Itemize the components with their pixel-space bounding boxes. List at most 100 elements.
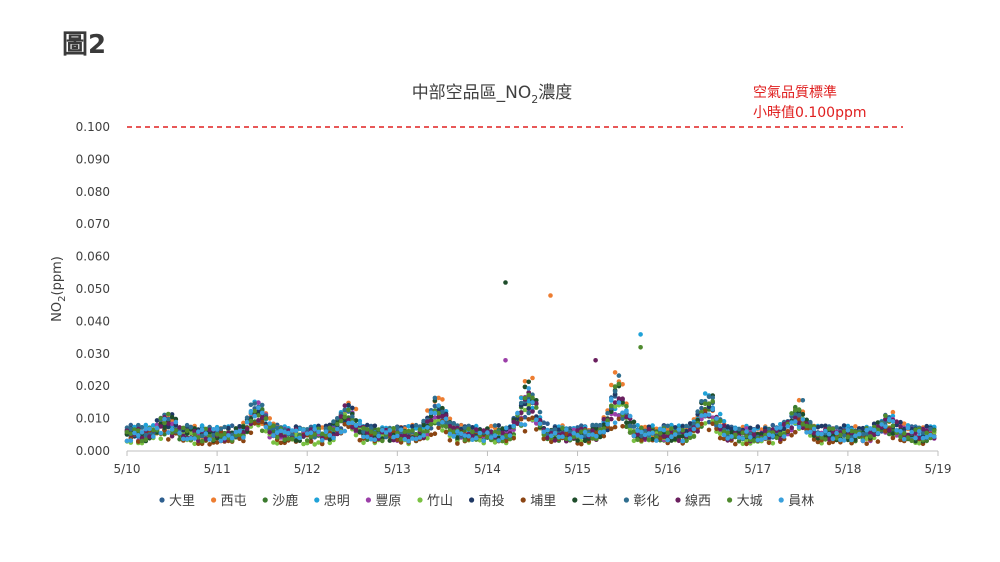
- data-point: [582, 429, 588, 435]
- data-point: [849, 428, 854, 434]
- data-point: [507, 433, 513, 438]
- data-point: [526, 392, 531, 398]
- data-point: [147, 434, 152, 439]
- data-point: [789, 420, 794, 425]
- data-point: [819, 431, 824, 437]
- data-point: [624, 414, 629, 420]
- y-tick-label: 0.030: [76, 347, 110, 361]
- data-point: [620, 382, 625, 387]
- data-point: [590, 428, 595, 433]
- legend-label: 竹山: [427, 494, 453, 509]
- data-point: [177, 430, 182, 436]
- data-point: [612, 404, 618, 409]
- data-point: [845, 423, 851, 429]
- data-point: [875, 420, 881, 425]
- legend-label: 南投: [479, 493, 505, 509]
- data-point: [823, 423, 828, 429]
- data-point: [162, 425, 167, 431]
- data-point: [214, 432, 220, 437]
- data-point: [841, 423, 847, 428]
- data-point: [691, 434, 697, 439]
- data-point: [860, 431, 866, 437]
- data-point: [402, 433, 408, 438]
- data-point: [425, 419, 430, 424]
- data-point: [451, 433, 457, 439]
- data-point: [372, 426, 378, 432]
- data-point: [154, 425, 160, 431]
- data-point: [751, 438, 757, 443]
- data-point: [398, 427, 404, 433]
- data-point: [143, 422, 149, 428]
- data-point: [774, 426, 779, 431]
- data-point: [151, 423, 156, 428]
- data-point: [304, 427, 310, 432]
- data-point: [335, 416, 340, 421]
- data-point: [477, 430, 483, 436]
- legend-label: 二林: [582, 494, 608, 509]
- data-point: [796, 417, 802, 422]
- data-point: [781, 434, 787, 439]
- legend-label: 沙鹿: [272, 493, 298, 509]
- data-point: [522, 429, 528, 434]
- data-point: [710, 395, 715, 401]
- data-point: [139, 430, 145, 435]
- data-point: [800, 411, 806, 417]
- data-point: [443, 424, 449, 429]
- data-point: [796, 420, 802, 426]
- data-point: [808, 429, 813, 435]
- data-point: [124, 429, 130, 435]
- data-point: [319, 438, 325, 443]
- data-point: [259, 419, 265, 425]
- data-point: [552, 430, 558, 436]
- data-point: [605, 418, 610, 423]
- data-point: [646, 431, 652, 436]
- data-point: [564, 427, 569, 432]
- data-point: [793, 408, 798, 413]
- data-point: [177, 436, 182, 442]
- data-point: [928, 426, 933, 432]
- data-point: [346, 420, 351, 426]
- data-point: [785, 429, 791, 434]
- data-point: [297, 435, 303, 441]
- data-point: [635, 432, 640, 437]
- data-point: [312, 432, 318, 437]
- legend-marker: [211, 497, 217, 503]
- figure-label: 圖2: [62, 30, 107, 60]
- data-point: [567, 433, 573, 438]
- data-point: [256, 405, 261, 411]
- data-point: [436, 410, 441, 416]
- data-point: [729, 434, 734, 439]
- data-point: [410, 428, 415, 433]
- data-point: [267, 424, 273, 430]
- data-point: [534, 417, 539, 423]
- data-point: [534, 427, 539, 432]
- data-point: [267, 421, 273, 426]
- data-point: [432, 419, 438, 424]
- data-point: [327, 437, 333, 442]
- data-point: [455, 429, 460, 434]
- data-point: [488, 429, 494, 435]
- x-tick-label: 5/11: [204, 462, 231, 476]
- data-point: [676, 438, 682, 443]
- data-point: [132, 427, 137, 432]
- data-point: [534, 405, 539, 410]
- data-point: [350, 420, 355, 426]
- legend: 大里 西屯 沙鹿 忠明 豐原 竹山 南投 埔里 二林 彰化 線西 大城 員林: [159, 493, 814, 509]
- data-point: [793, 429, 798, 435]
- data-point: [789, 425, 794, 431]
- data-point: [361, 434, 366, 440]
- data-point: [721, 432, 727, 438]
- data-point: [534, 401, 539, 406]
- data-point: [218, 426, 224, 432]
- data-point: [372, 437, 378, 443]
- data-point: [886, 427, 892, 433]
- data-point: [609, 382, 614, 388]
- data-point-peak: [593, 358, 598, 363]
- data-point: [590, 435, 595, 441]
- data-point: [282, 437, 288, 443]
- x-tick-label: 5/17: [744, 462, 771, 476]
- data-point: [372, 431, 378, 436]
- data-point: [650, 430, 655, 436]
- data-point: [436, 395, 441, 401]
- data-point: [868, 434, 873, 439]
